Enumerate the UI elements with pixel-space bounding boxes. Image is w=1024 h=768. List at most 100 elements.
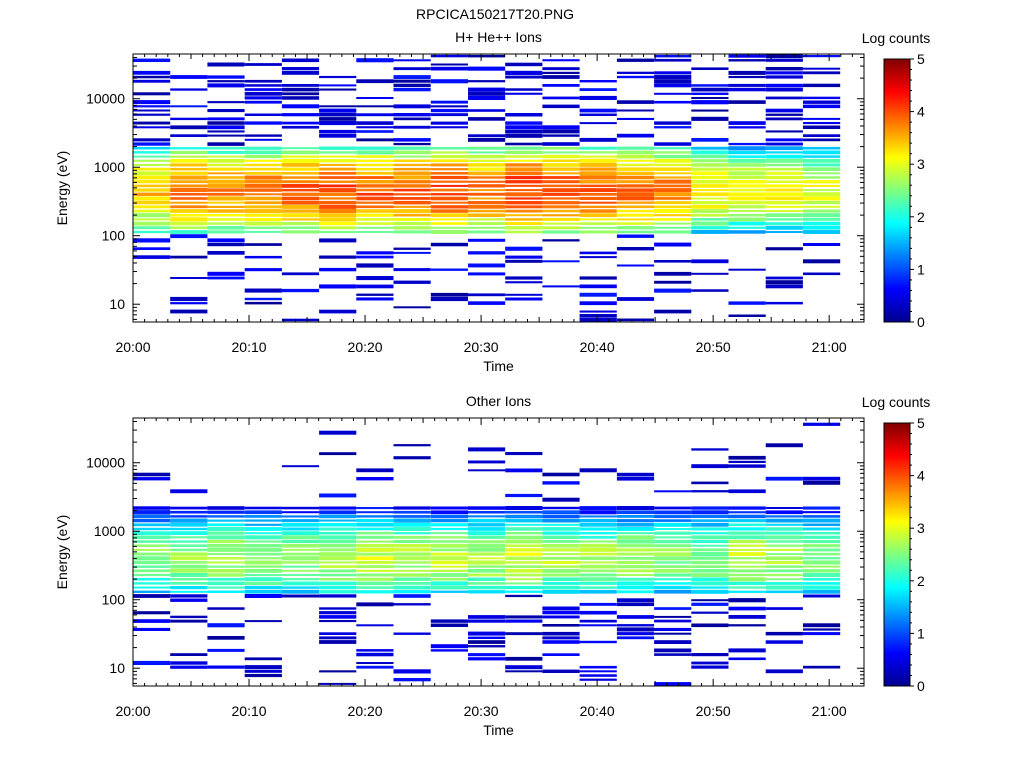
heatmap-cell: [319, 217, 357, 222]
heatmap-cell: [244, 535, 282, 540]
heatmap-cell: [319, 523, 357, 527]
heatmap-cell: [728, 573, 766, 577]
heatmap-cell: [356, 167, 394, 171]
heatmap-cell: [765, 280, 803, 285]
heatmap-cell: [244, 134, 282, 137]
heatmap-cell: [281, 218, 320, 221]
heatmap-cell: [319, 309, 357, 314]
heatmap-cell: [319, 527, 357, 531]
heatmap-cell: [542, 188, 580, 192]
heatmap-cell: [691, 226, 729, 230]
heatmap-cell: [579, 317, 617, 322]
heatmap-cell: [728, 70, 766, 75]
panel-title: Other Ions: [466, 393, 531, 409]
heatmap-cell: [356, 121, 394, 125]
heatmap-cell: [468, 511, 506, 514]
heatmap-cell: [654, 544, 692, 548]
heatmap-cell: [542, 653, 580, 656]
heatmap-cell: [281, 522, 320, 527]
heatmap-cell: [393, 150, 431, 155]
heatmap-cell: [505, 209, 543, 213]
heatmap-cell: [654, 632, 692, 635]
heatmap-cell: [468, 523, 506, 527]
heatmap-cell: [393, 59, 431, 62]
heatmap-cell: [170, 578, 208, 581]
heatmap-cell: [133, 163, 171, 166]
heatmap-cell: [616, 159, 655, 162]
heatmap-cell: [430, 649, 468, 652]
heatmap-cell: [319, 159, 357, 163]
heatmap-cell: [654, 627, 692, 631]
heatmap-cell: [356, 209, 394, 213]
colorbar-tick-label: 0: [917, 678, 925, 694]
heatmap-cell: [468, 87, 506, 92]
heatmap-cell: [765, 188, 803, 192]
heatmap-cell: [393, 582, 431, 585]
heatmap-cell: [616, 636, 655, 640]
heatmap-cell: [542, 636, 580, 640]
heatmap-cell: [430, 527, 468, 531]
heatmap-cell: [803, 122, 841, 125]
heatmap-cell: [133, 523, 171, 527]
heatmap-cell: [468, 272, 506, 276]
heatmap-cell: [319, 129, 357, 134]
heatmap-cell: [803, 55, 841, 58]
heatmap-cell: [244, 201, 282, 205]
heatmap-cell: [207, 557, 245, 560]
heatmap-cell: [244, 84, 282, 87]
heatmap-cell: [319, 208, 357, 214]
heatmap-cell: [207, 577, 245, 581]
heatmap-cell: [579, 543, 617, 548]
heatmap-cell: [468, 213, 506, 217]
heatmap-cell: [207, 134, 245, 137]
heatmap-cell: [765, 582, 803, 585]
heatmap-cell: [505, 565, 543, 569]
heatmap-cell: [281, 96, 320, 100]
heatmap-cell: [803, 518, 841, 523]
heatmap-cell: [133, 527, 171, 531]
heatmap-cell: [244, 150, 282, 155]
heatmap-cell: [691, 109, 729, 112]
heatmap-cell: [207, 552, 245, 556]
heatmap-cell: [579, 276, 617, 280]
heatmap-cell: [691, 167, 729, 171]
heatmap-cell: [281, 58, 320, 63]
y-axis: 10 100 1000 10000 Energy (eV): [54, 421, 864, 684]
colorbar-tick-label: 4: [917, 468, 925, 484]
heatmap-cell: [244, 209, 282, 213]
heatmap-cell: [393, 522, 431, 527]
heatmap-cell: [393, 544, 431, 548]
heatmap-cell: [691, 87, 729, 92]
heatmap-cell: [319, 632, 357, 635]
heatmap-cell: [803, 665, 841, 669]
heatmap-cell: [170, 167, 208, 171]
heatmap-cell: [654, 163, 692, 167]
heatmap-cell: [356, 652, 394, 657]
heatmap-cell: [505, 146, 543, 150]
heatmap-cell: [393, 678, 431, 682]
heatmap-cell: [319, 204, 357, 209]
heatmap-cell: [616, 476, 655, 481]
heatmap-cell: [356, 205, 394, 209]
heatmap-cell: [430, 569, 468, 572]
heatmap-cell: [281, 184, 320, 188]
heatmap-cell: [542, 104, 580, 109]
heatmap-cells: [133, 54, 841, 322]
heatmap-cell: [803, 213, 841, 218]
heatmap-cell: [319, 573, 357, 577]
heatmap-cell: [542, 565, 580, 568]
heatmap-cell: [207, 192, 245, 196]
heatmap-cell: [579, 137, 617, 142]
heatmap-cell: [728, 163, 766, 167]
heatmap-cell: [393, 506, 431, 510]
heatmap-cell: [505, 632, 543, 636]
heatmap-cell: [616, 539, 655, 544]
heatmap-cell: [430, 573, 468, 577]
heatmap-cell: [319, 531, 357, 535]
x-tick-label: 20:50: [696, 339, 731, 355]
heatmap-cell: [579, 251, 617, 255]
heatmap-cell: [579, 146, 617, 150]
heatmap-cell: [430, 514, 468, 519]
heatmap-cell: [393, 247, 431, 250]
heatmap-cell: [654, 151, 692, 154]
